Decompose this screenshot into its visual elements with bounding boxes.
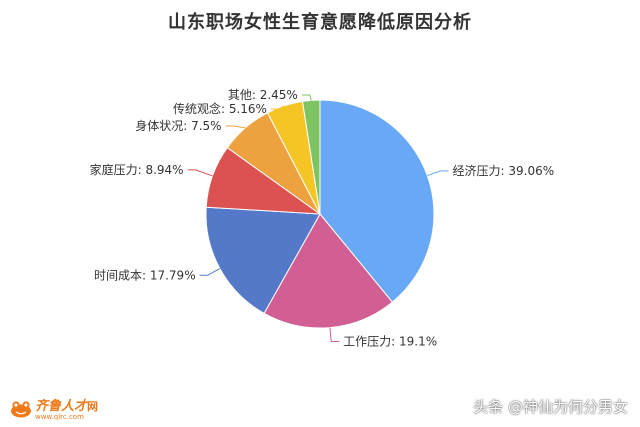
slice-label: 其他: 2.45% (228, 88, 298, 102)
leader-line (225, 125, 246, 129)
slice-label: 工作压力: 19.1% (343, 335, 437, 349)
frog-logo-icon (10, 400, 32, 418)
slice-labels: 经济压力: 39.06% 工作压力: 19.1% 时间成本: 17.79% 家庭压力:… (90, 88, 555, 349)
watermark: 头条 @神仙为何分男女 (473, 398, 628, 416)
pie-slices (205, 99, 435, 329)
pie-slice (319, 99, 435, 303)
qlrc-logo: 齐鲁人才网 www.qlrc.com (10, 396, 98, 422)
leader-line (270, 105, 285, 110)
leader-line (187, 169, 213, 177)
leader-line (199, 268, 221, 276)
leader-line (329, 327, 340, 343)
pie-slice (263, 213, 394, 329)
slice-label: 传统观念: 5.16% (173, 101, 267, 116)
slice-label: 时间成本: 17.79% (94, 268, 196, 282)
pie-slice (205, 206, 321, 315)
label-leader-lines (187, 94, 449, 343)
logo-suffix: 网 (87, 400, 99, 413)
slice-label: 经济压力: 39.06% (453, 163, 555, 178)
slice-label: 身体状况: 7.5% (135, 118, 221, 133)
logo-name: 齐鲁人才 (35, 399, 88, 414)
slice-label: 家庭压力: 8.94% (90, 162, 184, 177)
logo-url: www.qlrc.com (35, 413, 84, 421)
chart-title: 山东职场女性生育意愿降低原因分析 (168, 12, 472, 33)
leader-line (427, 170, 449, 177)
leader-line (301, 94, 312, 101)
